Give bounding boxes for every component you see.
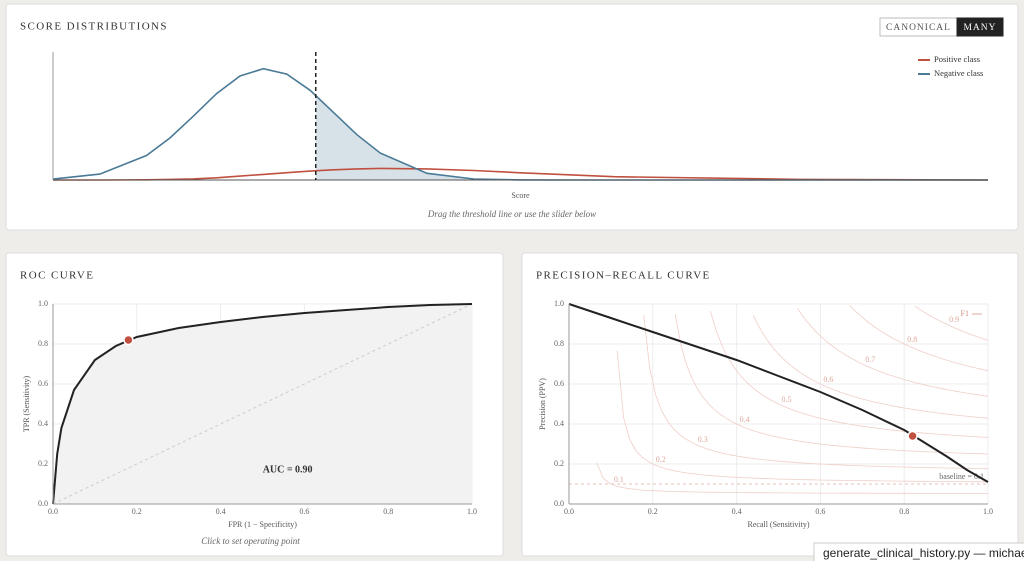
f1-isoline xyxy=(797,308,989,397)
f1-isoline-label: 0.5 xyxy=(782,395,792,404)
x-tick-label: 0.4 xyxy=(732,507,742,516)
y-tick-label: 1.0 xyxy=(554,299,564,308)
f1-isoline-label: 0.6 xyxy=(823,375,833,384)
panel xyxy=(5,3,1019,231)
f1-isoline-label: 0.4 xyxy=(740,415,750,424)
f1-isoline xyxy=(849,305,989,372)
button-label[interactable]: CANONICAL xyxy=(886,23,951,33)
x-tick-label: 0.0 xyxy=(48,507,58,516)
footer-tab-label: generate_clinical_history.py — michael xyxy=(823,546,1024,560)
y-tick-label: 0.8 xyxy=(38,339,48,348)
y-tick-label: 0.8 xyxy=(554,339,564,348)
x-axis-title: Recall (Sensitivity) xyxy=(748,520,810,529)
baseline-label: baseline = 0.1 xyxy=(939,472,984,481)
x-tick-label: 1.0 xyxy=(467,507,477,516)
x-tick-label: 0.2 xyxy=(648,507,658,516)
chance-line xyxy=(52,303,473,505)
x-axis-title: Score xyxy=(511,191,530,200)
legend-label: Negative class xyxy=(934,68,983,78)
threshold-area xyxy=(315,95,988,180)
f1-isoline-label: 0.1 xyxy=(614,475,624,484)
x-tick-label: 0.2 xyxy=(132,507,142,516)
f1-legend-label: F1 xyxy=(961,309,969,318)
y-tick-label: 0.0 xyxy=(554,499,564,508)
y-tick-label: 0.6 xyxy=(38,379,48,388)
f1-isoline xyxy=(596,462,988,494)
panel-title: ROC CURVE xyxy=(20,270,94,282)
x-tick-label: 0.8 xyxy=(383,507,393,516)
y-tick-label: 0.2 xyxy=(38,459,48,468)
x-tick-label: 1.0 xyxy=(983,507,993,516)
auc-annotation: AUC = 0.90 xyxy=(263,464,313,475)
panel-title: SCORE DISTRIBUTIONS xyxy=(20,21,168,33)
legend-label: Positive class xyxy=(934,54,980,64)
f1-isoline xyxy=(643,315,989,470)
series-line xyxy=(53,167,989,181)
y-tick-label: 0.4 xyxy=(554,419,564,428)
button-canonical[interactable]: CANONICAL xyxy=(879,17,958,37)
x-axis-title: FPR (1 − Specificity) xyxy=(228,520,297,529)
f1-isoline-label: 0.8 xyxy=(907,335,917,344)
operating-point xyxy=(123,334,134,346)
f1-isoline-label: 0.7 xyxy=(865,355,875,364)
y-tick-label: 0.6 xyxy=(554,379,564,388)
f1-isoline-label: 0.2 xyxy=(656,455,666,464)
x-tick-label: 0.6 xyxy=(815,507,825,516)
caption: Drag the threshold line or use the slide… xyxy=(427,209,596,219)
f1-isoline xyxy=(914,305,989,341)
f1-isoline xyxy=(674,313,989,455)
f1-isoline-label: 0.9 xyxy=(949,315,959,324)
y-tick-label: 0.0 xyxy=(38,499,48,508)
f1-isoline xyxy=(753,315,989,419)
x-tick-label: 0.0 xyxy=(564,507,574,516)
f1-isoline xyxy=(616,350,989,483)
y-tick-label: 0.2 xyxy=(554,459,564,468)
y-tick-label: 1.0 xyxy=(38,299,48,308)
panel-title: PRECISION–RECALL CURVE xyxy=(536,270,711,282)
y-axis-title: TPR (Sensitivity) xyxy=(22,376,31,433)
series-line xyxy=(52,303,473,505)
series-line xyxy=(568,303,989,483)
y-tick-label: 0.4 xyxy=(38,419,48,428)
x-tick-label: 0.8 xyxy=(899,507,909,516)
x-tick-label: 0.4 xyxy=(216,507,226,516)
f1-isoline xyxy=(710,310,989,438)
y-axis-title: Precision (PPV) xyxy=(538,378,547,430)
footer-tab xyxy=(813,542,1024,561)
operating-point xyxy=(907,430,918,442)
x-tick-label: 0.6 xyxy=(299,507,309,516)
button-many[interactable]: MANY xyxy=(956,17,1004,37)
button-label[interactable]: MANY xyxy=(963,23,996,33)
f1-isoline-label: 0.3 xyxy=(698,435,708,444)
caption: Click to set operating point xyxy=(201,536,300,546)
